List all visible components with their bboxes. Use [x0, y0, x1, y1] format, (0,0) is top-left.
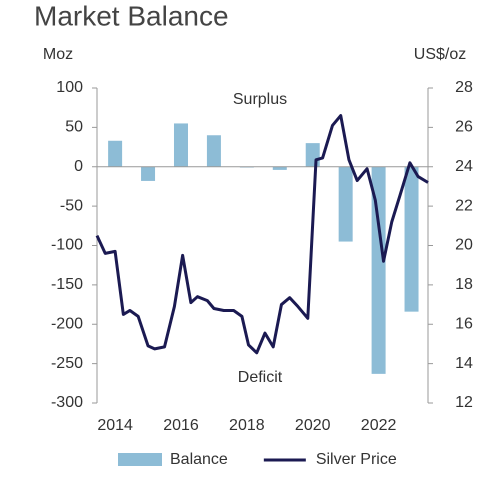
y2-tick-label: 16 — [455, 315, 473, 332]
y-tick-label: 100 — [56, 79, 83, 96]
chart-title: Market Balance — [34, 0, 229, 31]
annotation: Surplus — [233, 91, 287, 108]
bar — [404, 166, 419, 312]
bar — [108, 140, 123, 167]
y2-tick-label: 22 — [455, 197, 473, 214]
y2-tick-label: 24 — [455, 158, 473, 175]
bar — [338, 166, 353, 242]
y2-tick-label: 20 — [455, 237, 473, 254]
y-axis-label: Moz — [43, 46, 73, 63]
bar — [305, 143, 320, 167]
bar — [206, 135, 221, 167]
x-tick-label: 2018 — [229, 417, 265, 434]
bar — [272, 166, 287, 170]
y2-tick-label: 12 — [455, 394, 473, 411]
x-tick-label: 2022 — [361, 417, 397, 434]
y-tick-label: -50 — [60, 197, 83, 214]
y-tick-label: -100 — [51, 237, 83, 254]
legend-label: Balance — [170, 451, 228, 468]
y-tick-label: -300 — [51, 394, 83, 411]
bar — [173, 123, 188, 167]
bar — [141, 166, 156, 181]
y-tick-label: 0 — [74, 158, 83, 175]
y2-tick-label: 26 — [455, 119, 473, 136]
x-tick-label: 2016 — [163, 417, 199, 434]
legend-swatch — [118, 453, 162, 466]
bar — [371, 166, 386, 374]
y-tick-label: 50 — [65, 119, 83, 136]
y-tick-label: -200 — [51, 315, 83, 332]
legend-label: Silver Price — [316, 451, 397, 468]
x-tick-label: 2014 — [97, 417, 133, 434]
line — [95, 114, 429, 355]
y-tick-label: -250 — [51, 355, 83, 372]
y2-axis-label: US$/oz — [414, 46, 466, 63]
y2-tick-label: 18 — [455, 276, 473, 293]
x-tick-label: 2020 — [295, 417, 331, 434]
y2-tick-label: 14 — [455, 355, 473, 372]
annotation: Deficit — [238, 369, 283, 386]
y2-tick-label: 28 — [455, 79, 473, 96]
y-tick-label: -150 — [51, 276, 83, 293]
